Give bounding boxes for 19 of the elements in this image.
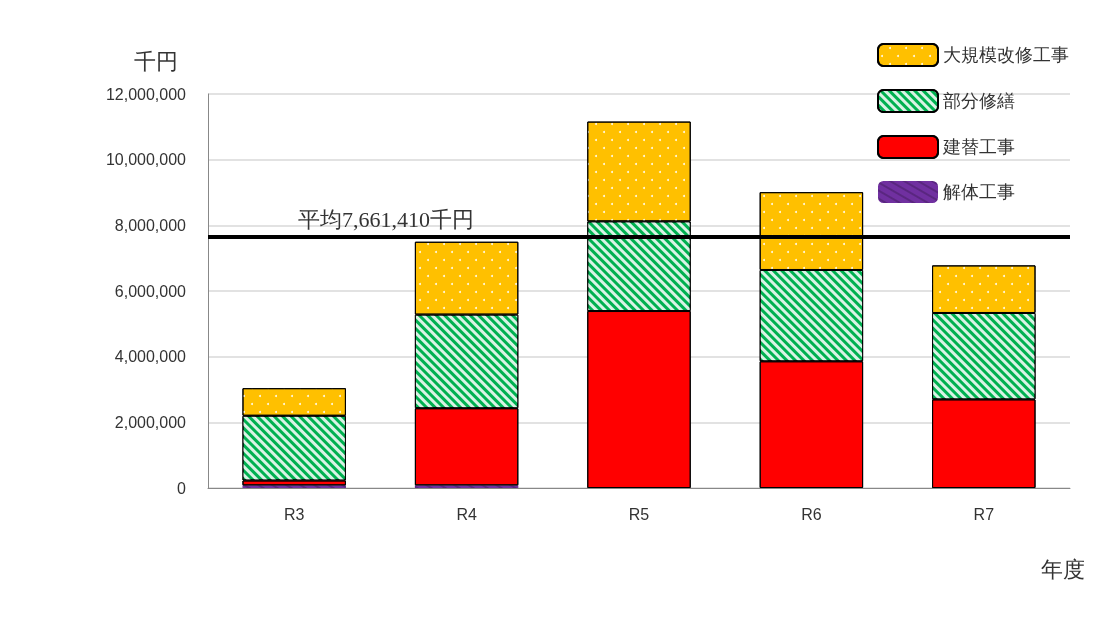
x-tick-label: R3 <box>283 505 305 523</box>
y-tick-label: 6,000,000 <box>114 282 187 300</box>
y-tick-label: 8,000,000 <box>114 216 187 234</box>
y-tick-label: 12,000,000 <box>105 85 187 103</box>
y-tick-label: 10,000,000 <box>105 151 187 169</box>
x-tick-label: R4 <box>456 505 477 523</box>
x-tick-label: R6 <box>801 505 822 523</box>
legend-label: 大規模改修工事 <box>943 45 1069 65</box>
legend-label: 解体工事 <box>943 182 1015 202</box>
x-tick-label: R7 <box>973 505 995 523</box>
ref-line-label: 平均7,661,410千円 <box>298 206 474 232</box>
legend-label: 部分修繕 <box>943 91 1015 111</box>
y-tick-label: 0 <box>177 479 187 497</box>
y-tick-label: 4,000,000 <box>114 348 187 366</box>
y-axis-title: 千円 <box>134 48 178 74</box>
legend-label: 建替工事 <box>942 137 1015 157</box>
y-tick-label: 2,000,000 <box>114 413 187 431</box>
x-tick-label: R5 <box>628 505 650 523</box>
x-axis-title: 年度 <box>1041 556 1085 582</box>
